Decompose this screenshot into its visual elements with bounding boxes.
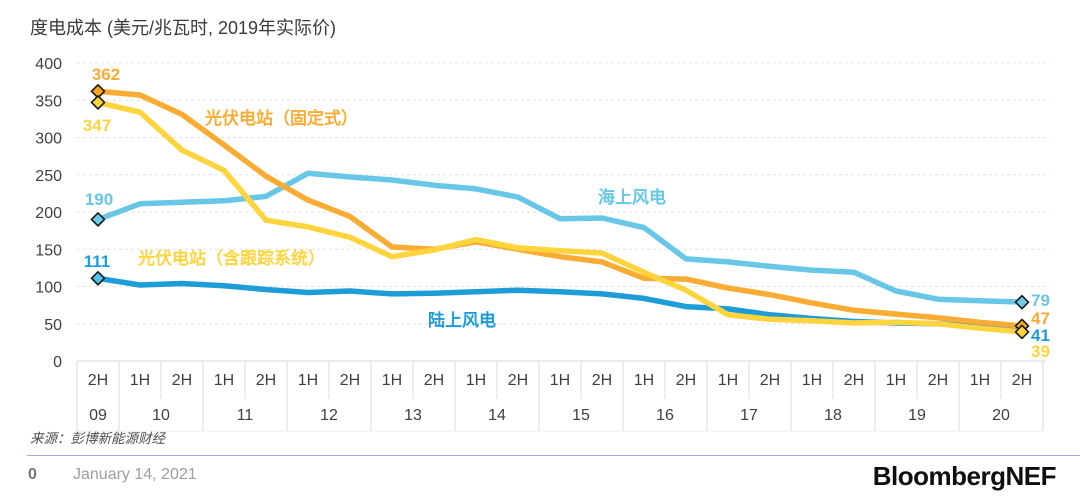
data-point-marker <box>90 95 106 110</box>
bloombergnef-logo: BloombergNEF <box>872 461 1057 491</box>
series-line-tracking <box>95 99 1025 335</box>
x-tick-half: 1H <box>214 372 234 389</box>
series-label-onshore: 陆上风电 <box>428 310 496 330</box>
y-tick-label: 400 <box>35 56 62 73</box>
start-value-label-fixed: 362 <box>92 65 120 84</box>
x-tick-half: 1H <box>550 372 570 389</box>
series-line-fixed <box>95 88 1025 329</box>
x-tick-half: 1H <box>718 372 738 389</box>
page-number: 0 <box>28 466 37 483</box>
x-tick-year: 11 <box>237 407 254 424</box>
y-tick-label: 100 <box>35 280 62 297</box>
y-tick-label: 0 <box>53 354 62 371</box>
x-tick-half: 2H <box>928 372 948 389</box>
end-value-label-tracking: 39 <box>1031 342 1050 361</box>
y-tick-label: 150 <box>35 242 62 259</box>
chart-title: 度电成本 (美元/兆瓦时, 2019年实际价) <box>30 18 337 38</box>
start-value-label-tracking: 347 <box>83 116 111 135</box>
series-label-tracking: 光伏电站（含跟踪系统） <box>137 248 325 268</box>
start-value-label-offshore: 190 <box>85 190 113 209</box>
data-point-marker <box>1014 324 1030 340</box>
x-tick-half: 1H <box>382 372 402 389</box>
y-tick-label: 50 <box>44 317 62 334</box>
x-tick-half: 2H <box>1012 372 1032 389</box>
x-tick-year: 20 <box>992 407 1010 424</box>
x-tick-year: 14 <box>488 407 506 424</box>
x-tick-half: 2H <box>88 372 108 389</box>
x-tick-half: 1H <box>634 372 654 389</box>
end-value-label-onshore: 41 <box>1031 326 1050 345</box>
x-tick-half: 2H <box>340 372 360 389</box>
lcoe-line-chart: 0 50 100 150 200 250 300 350 400 2H 09 1H 2H 10 1H 2H 11… <box>35 56 1050 432</box>
x-tick-half: 2H <box>844 372 864 389</box>
x-tick-half: 2H <box>508 372 528 389</box>
x-tick-half: 1H <box>298 372 318 389</box>
x-tick-half: 1H <box>130 372 150 389</box>
x-tick-half: 2H <box>760 372 780 389</box>
x-tick-half: 2H <box>172 372 192 389</box>
x-tick-year: 18 <box>824 407 842 424</box>
series-label-offshore: 海上风电 <box>598 187 666 207</box>
x-tick-half: 1H <box>466 372 486 389</box>
footer-divider <box>27 455 1080 456</box>
series-label-fixed: 光伏电站（固定式） <box>204 108 358 128</box>
x-tick-year: 15 <box>572 407 590 424</box>
y-tick-label: 300 <box>35 131 62 148</box>
x-tick-year: 13 <box>404 407 422 424</box>
x-tick-half: 1H <box>970 372 990 389</box>
data-point-marker <box>1014 294 1030 310</box>
x-tick-year: 10 <box>152 407 170 424</box>
y-tick-label: 250 <box>35 168 62 185</box>
x-tick-year: 17 <box>740 407 758 424</box>
end-value-label-offshore: 79 <box>1031 291 1050 310</box>
y-tick-label: 200 <box>35 205 62 222</box>
data-point-marker <box>90 212 106 227</box>
series-line-offshore <box>95 170 1025 305</box>
x-tick-year: 12 <box>320 407 338 424</box>
end-value-label-fixed: 47 <box>1031 309 1050 328</box>
x-tick-half: 2H <box>592 372 612 389</box>
x-tick-year: 19 <box>908 407 926 424</box>
footer-date: January 14, 2021 <box>73 466 197 483</box>
x-tick-year: 16 <box>656 407 674 424</box>
start-value-label-onshore: 111 <box>84 252 111 271</box>
data-point-marker <box>90 271 106 286</box>
x-tick-half: 2H <box>424 372 444 389</box>
y-tick-label: 350 <box>35 93 62 110</box>
x-tick-year: 09 <box>89 407 107 424</box>
source-note: 来源：彭博新能源财经 <box>30 431 165 446</box>
x-tick-half: 1H <box>886 372 906 389</box>
x-tick-half: 2H <box>676 372 696 389</box>
x-tick-half: 2H <box>256 372 276 389</box>
x-tick-half: 1H <box>802 372 822 389</box>
lcoe-chart-svg: 0 50 100 150 200 250 300 350 400 2H 09 1H 2H 10 1H 2H 11… <box>35 56 1050 432</box>
